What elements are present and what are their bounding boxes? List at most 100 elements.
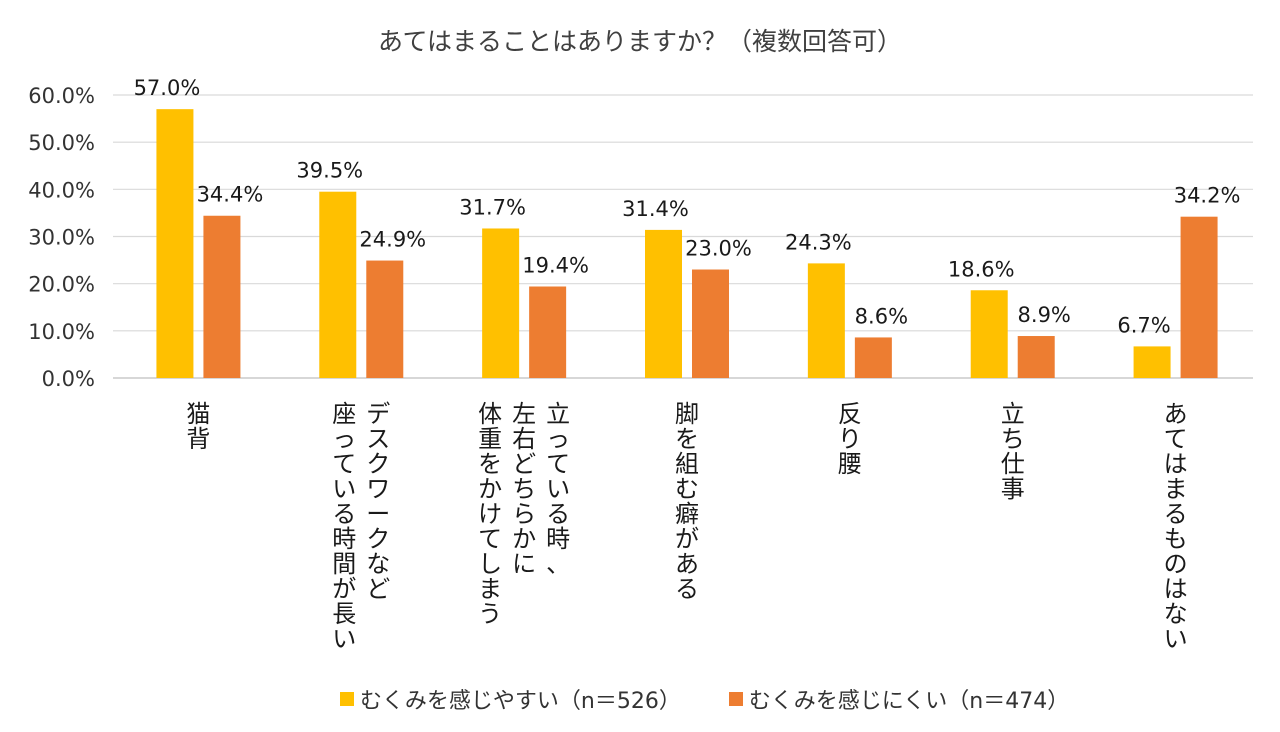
category-label-char: 体 (478, 400, 502, 428)
data-label: 34.2% (1174, 184, 1241, 208)
category-label-char: 癖 (675, 500, 699, 528)
category-label-char: 重 (478, 425, 502, 453)
category-label-char: ー (366, 500, 390, 528)
category-label-char: て (478, 525, 502, 553)
legend-swatch-series-a (340, 692, 354, 706)
legend-swatch-series-b (728, 692, 743, 706)
bar (692, 269, 729, 378)
y-tick-label: 30.0% (28, 226, 95, 250)
category-label-char: を (478, 450, 502, 478)
data-label: 24.9% (359, 228, 426, 252)
category-label-char: に (512, 550, 536, 578)
bar (482, 228, 520, 378)
data-label: 19.4% (522, 253, 589, 277)
legend-label-series-a: むくみを感じやすい（n＝526） (360, 689, 681, 714)
category-label-char: な (366, 550, 390, 578)
bar (1017, 336, 1055, 378)
bar (970, 290, 1008, 378)
y-tick-label: 40.0% (28, 178, 95, 202)
category-label-char: ら (512, 500, 536, 528)
category-label-char: 仕 (1001, 450, 1025, 478)
legend-item-series-a: むくみを感じやすい（n＝526） (340, 683, 681, 715)
legend: むくみを感じやすい（n＝526） むくみを感じにくい（n＝474） (340, 683, 1069, 715)
data-label: 39.5% (296, 159, 363, 183)
bar (854, 337, 892, 378)
category-label-char: て (546, 450, 570, 478)
category-label-char: し (478, 550, 502, 578)
category-label-char: 組 (675, 450, 699, 478)
category-label-char: ど (512, 450, 536, 478)
category-label-char: な (1164, 600, 1188, 628)
category-label-char: ワ (366, 475, 390, 503)
bar (529, 286, 567, 378)
bar (1133, 346, 1171, 378)
bar (319, 191, 357, 378)
category-label-char: か (478, 475, 502, 503)
category-label-char: む (675, 475, 699, 503)
category-label-char: い (546, 475, 570, 503)
category-label-char: 反 (838, 400, 862, 428)
category-label-char: ク (366, 450, 390, 478)
category-label-char: 立 (546, 400, 570, 428)
category-label-char: ち (512, 475, 536, 503)
category-label-char: ち (1001, 425, 1025, 453)
category-label-char: が (332, 575, 356, 603)
category-label-char: る (546, 500, 570, 528)
category-label-char: 間 (332, 550, 356, 578)
bar (807, 263, 845, 378)
data-label: 18.6% (948, 257, 1015, 281)
category-label-char: デ (366, 400, 390, 428)
category-label-char: ま (478, 575, 502, 603)
category-label-char: 時 (332, 525, 356, 553)
y-tick-label: 10.0% (28, 320, 95, 344)
category-label-char: り (838, 425, 862, 453)
category-label-char: っ (332, 425, 356, 453)
data-label: 8.6% (855, 304, 908, 328)
y-tick-label: 20.0% (28, 273, 95, 297)
y-tick-label: 0.0% (42, 367, 95, 391)
category-label-char: ク (366, 525, 390, 553)
legend-label-series-b: むくみを感じにくい（n＝474） (748, 689, 1070, 714)
chart-title: あてはまることはありますか？（複数回答可） (377, 27, 902, 56)
category-label-char: を (675, 425, 699, 453)
category-label-char: 長 (332, 600, 356, 628)
category-label-char: あ (1164, 400, 1188, 428)
category-label-char: か (512, 525, 536, 553)
legend-item-series-b: むくみを感じにくい（n＝474） (728, 683, 1070, 715)
data-label: 31.4% (622, 197, 689, 221)
category-label-char: も (1164, 525, 1188, 553)
category-label-char: て (332, 450, 356, 478)
category-label-char: の (1164, 550, 1188, 578)
category-label-char: ま (1164, 475, 1188, 503)
category-label-char: は (1164, 450, 1188, 478)
data-label: 23.0% (685, 237, 752, 261)
y-tick-label: 50.0% (28, 131, 95, 155)
data-label: 34.4% (197, 183, 264, 207)
category-label-char: 脚 (675, 400, 699, 428)
data-label: 6.7% (1117, 313, 1170, 337)
category-label-char: 時 (546, 525, 570, 553)
category-label-char: る (332, 500, 356, 528)
category-label-char: あ (675, 550, 699, 578)
category-label-char: ど (366, 575, 390, 603)
category-label-char: 座 (332, 400, 356, 428)
category-label-char: け (478, 500, 502, 528)
data-label: 57.0% (134, 76, 201, 100)
category-label-char: が (675, 525, 699, 553)
bar (203, 215, 241, 378)
category-label-char: ス (366, 425, 390, 453)
category-label-char: い (332, 475, 356, 503)
bar (1180, 216, 1218, 378)
category-label-char: 腰 (838, 450, 862, 478)
category-label-char: い (1164, 625, 1188, 653)
category-label-char: う (478, 600, 502, 628)
data-label: 8.9% (1018, 303, 1071, 327)
category-label-char: っ (546, 425, 570, 453)
category-label-char: 右 (512, 425, 536, 453)
bar (366, 260, 404, 378)
category-label-char: 背 (186, 425, 210, 453)
category-label-char: は (1164, 575, 1188, 603)
category-label-char: 事 (1001, 475, 1025, 503)
category-label-char: る (1164, 500, 1188, 528)
y-tick-label: 60.0% (28, 84, 95, 108)
